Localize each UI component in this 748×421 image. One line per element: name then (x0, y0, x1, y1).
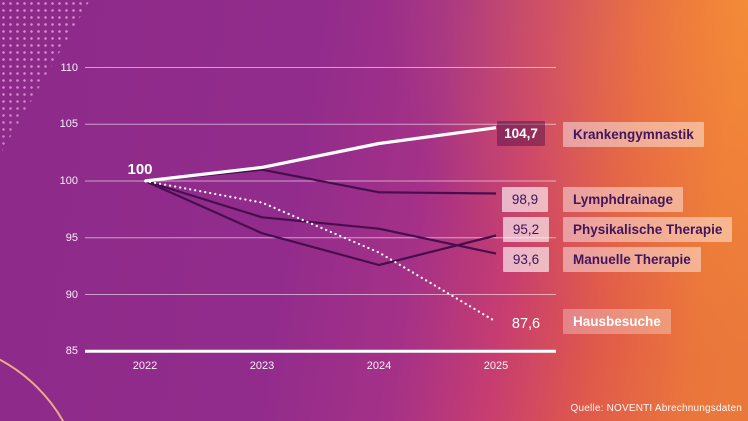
value-label-krankengymnastik: 104,7 (497, 121, 545, 146)
x-tick-label: 2022 (132, 360, 158, 372)
value-label-lymphdrainage: 98,9 (502, 187, 548, 212)
series-label-hausbesuche: Hausbesuche (563, 309, 671, 334)
series-label-krankengymnastik: Krankengymnastik (563, 122, 704, 147)
y-tick-label: 105 (59, 118, 78, 131)
y-tick-label: 95 (65, 231, 78, 244)
series-line-physikalische-therapie (144, 179, 497, 267)
y-tick-label: 85 (65, 345, 78, 358)
series-label-physikalische-therapie: Physikalische Therapie (563, 217, 733, 242)
value-label-hausbesuche: 87,6 (511, 316, 541, 332)
series-line-krankengymnastik (144, 126, 497, 183)
value-label-physikalische-therapie: 95,2 (503, 217, 549, 242)
x-tick-label: 2025 (483, 360, 509, 372)
x-tick-label: 2023 (249, 360, 275, 372)
baseline-value-label: 100 (127, 161, 153, 178)
source-note: Quelle: NOVENTI Abrechnungsdaten (570, 403, 742, 414)
series-label-manuelle-therapie: Manuelle Therapie (563, 247, 701, 272)
y-tick-label: 90 (65, 288, 78, 301)
x-tick-label: 2024 (366, 360, 392, 372)
series-line-hausbesuche (143, 179, 498, 323)
y-tick-label: 110 (60, 61, 78, 74)
series-label-lymphdrainage: Lymphdrainage (563, 187, 684, 212)
series-line-manuelle-therapie (144, 179, 497, 255)
y-tick-label: 100 (59, 175, 78, 187)
value-label-manuelle-therapie: 93,6 (503, 247, 549, 272)
